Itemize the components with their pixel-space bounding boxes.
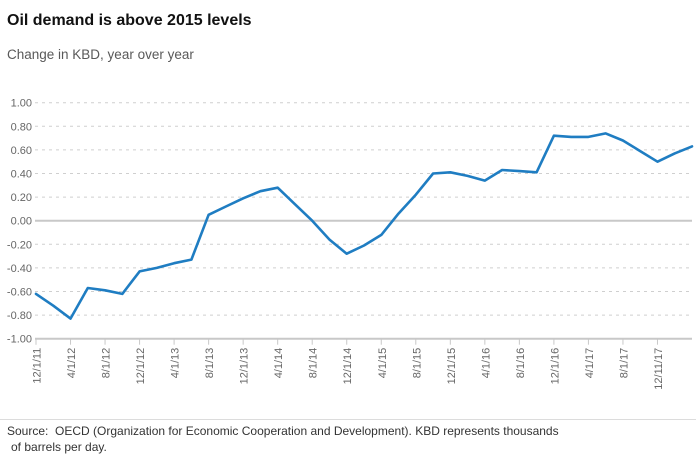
x-tick-label: 8/1/12	[101, 348, 113, 379]
y-tick-label: 0.00	[11, 216, 32, 228]
x-tick-label: 4/1/14	[273, 348, 285, 379]
oil-demand-line	[34, 132, 694, 320]
y-tick-label: -0.20	[7, 239, 32, 251]
x-tick-label: 12/1/13	[239, 348, 251, 385]
x-tick-label: 8/1/15	[411, 348, 423, 379]
y-tick-label: -0.40	[7, 263, 32, 275]
x-tick-label: 4/1/13	[170, 348, 182, 379]
x-tick-label: 4/1/17	[584, 348, 596, 379]
x-tick-label: 12/1/15	[446, 348, 458, 385]
y-tick-label: 0.60	[11, 145, 32, 157]
y-tick-label: -0.80	[7, 310, 32, 322]
x-tick-label: 8/1/16	[515, 348, 527, 379]
x-tick-label: 12/1/14	[342, 348, 354, 385]
x-tick-label: 12/1/12	[135, 348, 147, 385]
chart-title: Oil demand is above 2015 levels	[7, 12, 252, 29]
x-tick-label: 4/1/16	[480, 348, 492, 379]
source-note: Source: OECD (Organization for Economic …	[0, 424, 696, 455]
y-tick-label: -1.00	[7, 334, 32, 346]
footer-divider	[0, 419, 696, 420]
x-tick-label: 4/1/12	[66, 348, 78, 379]
line-chart-canvas: 1.00 0.80 0.60 0.40 0.20 0.00 -0.20 -0.40 -0.60 -…	[7, 98, 694, 390]
y-tick-label: 1.00	[11, 98, 32, 110]
x-tick-label: 8/1/13	[204, 348, 216, 379]
chart-subtitle: Change in KBD, year over year	[7, 47, 194, 62]
x-tick-label: 12/1/16	[549, 348, 561, 385]
y-tick-label: 0.20	[11, 192, 32, 204]
x-tick-label: 8/1/14	[308, 348, 320, 379]
source-line-2: of barrels per day.	[11, 439, 107, 454]
x-tick-label: 12/11/17	[653, 348, 665, 390]
x-tick-label: 4/1/15	[377, 348, 389, 379]
y-tick-label: -0.60	[7, 287, 32, 299]
source-line-1: Source: OECD (Organization for Economic …	[7, 424, 559, 438]
y-tick-label: 0.40	[11, 169, 32, 181]
x-tick-label: 8/1/17	[618, 348, 630, 379]
y-tick-label: 0.80	[11, 121, 32, 133]
x-tick-label: 12/1/11	[32, 348, 44, 384]
